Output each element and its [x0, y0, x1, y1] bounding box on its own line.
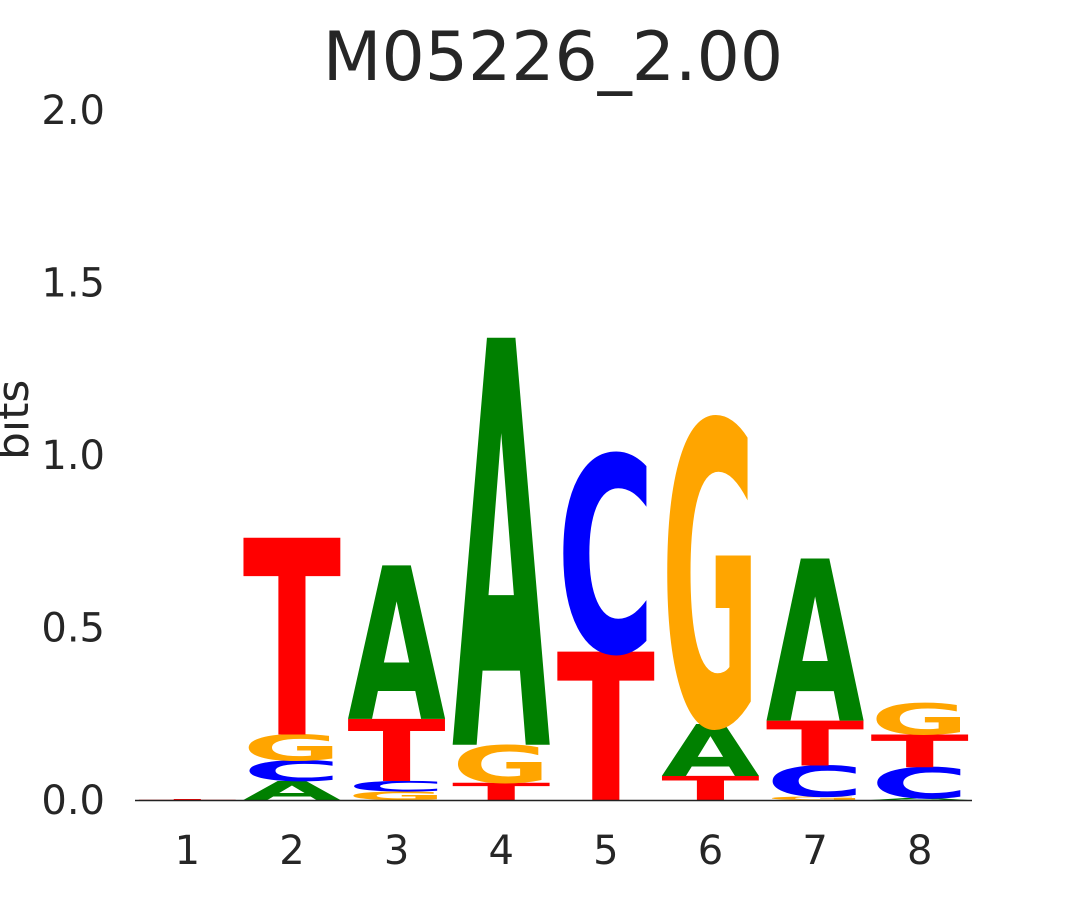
logo-letter-T: T: [557, 611, 655, 849]
logo-letter-C: C: [347, 778, 445, 794]
logo-letter-G: G: [452, 734, 550, 795]
y-tick-label: 2.0: [41, 88, 105, 134]
logo-letter-C: C: [243, 755, 341, 788]
logo-letter-T: T: [871, 726, 970, 778]
y-tick-label: 0.0: [41, 778, 105, 824]
logo-letter-G: G: [347, 789, 445, 803]
chart-title: M05226_2.00: [322, 18, 784, 97]
y-tick-label: 1.0: [41, 433, 105, 479]
x-tick-label: 6: [698, 828, 723, 874]
logo-letter-A: A: [661, 710, 760, 793]
logo-letter-A: A: [766, 514, 864, 773]
x-tick-label: 8: [907, 828, 932, 874]
logo-letter-T: T: [138, 799, 236, 801]
x-tick-label: 1: [175, 828, 200, 874]
logo-letter-C: C: [557, 402, 655, 716]
x-tick-label: 7: [802, 828, 827, 874]
logo-letter-A: A: [452, 226, 551, 877]
logo-letter-G: G: [871, 696, 969, 745]
logo-letter-T: T: [243, 485, 341, 799]
x-tick-label: 5: [593, 828, 618, 874]
logo-letter-G: G: [243, 727, 341, 768]
logo-letter-A: A: [871, 798, 970, 801]
y-axis-ticks: 0.0 0.5 1.0 1.5 2.0: [41, 88, 105, 824]
x-tick-label: 2: [279, 828, 304, 874]
y-tick-label: 0.5: [41, 606, 105, 652]
logo-letter-G: G: [766, 796, 864, 802]
y-tick-label: 1.5: [41, 261, 105, 307]
x-tick-label: 4: [488, 828, 513, 874]
logo-letter-C: C: [766, 758, 864, 807]
x-axis-ticks: 1 2 3 4 5 6 7 8: [175, 828, 933, 874]
logo-letter-G: G: [661, 339, 759, 823]
x-tick-label: 3: [384, 828, 409, 874]
logo-letter-A: A: [347, 525, 445, 770]
logo-letter-T: T: [347, 702, 446, 801]
logo-letter-T: T: [661, 769, 759, 808]
logo-letter-T: T: [766, 709, 864, 781]
